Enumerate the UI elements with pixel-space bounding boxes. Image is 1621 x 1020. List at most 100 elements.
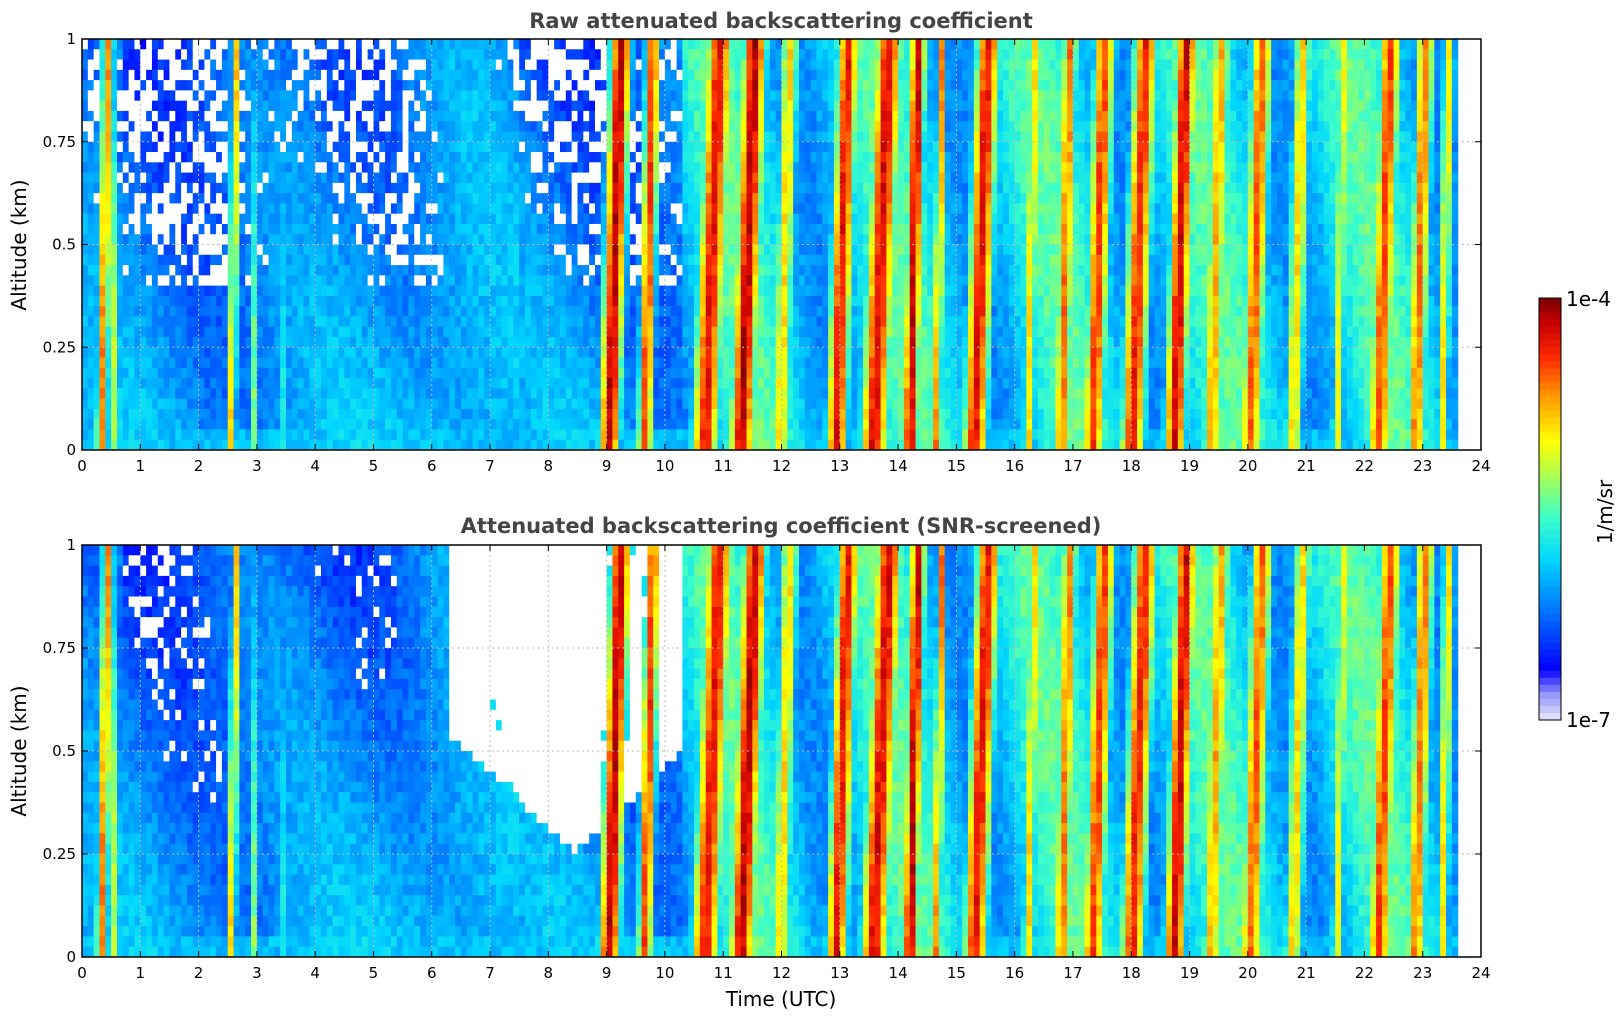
heatmap-cell	[775, 295, 783, 307]
heatmap-cell	[513, 254, 520, 266]
heatmap-cell	[659, 162, 666, 174]
heatmap-cell	[641, 193, 649, 205]
heatmap-cell	[717, 265, 724, 276]
heatmap-cell	[286, 193, 293, 205]
heatmap-cell	[664, 439, 672, 450]
heatmap-cell	[402, 39, 410, 50]
heatmap-cell	[571, 419, 579, 431]
heatmap-cell	[251, 59, 258, 71]
heatmap-cell	[449, 193, 456, 205]
heatmap-cell	[565, 419, 573, 431]
heatmap-cell	[402, 213, 410, 225]
heatmap-cell	[169, 121, 176, 133]
heatmap-cell	[571, 162, 579, 174]
heatmap-cell	[659, 131, 666, 143]
heatmap-cell	[729, 285, 736, 297]
heatmap-cell	[490, 419, 497, 431]
heatmap-cell	[670, 419, 678, 431]
heatmap-cell	[169, 59, 176, 71]
heatmap-cell	[321, 39, 328, 50]
heatmap-cell	[396, 234, 404, 246]
heatmap-cell	[490, 429, 497, 441]
heatmap-cell	[478, 295, 485, 307]
heatmap-cell	[122, 388, 130, 400]
heatmap-cell	[443, 162, 450, 174]
heatmap-cell	[455, 295, 462, 307]
heatmap-cell	[163, 388, 171, 400]
heatmap-cell	[111, 69, 118, 81]
heatmap-cell	[571, 336, 579, 348]
heatmap-cell	[484, 80, 491, 91]
heatmap-cell	[624, 223, 631, 235]
heatmap-cell	[490, 388, 497, 400]
heatmap-cell	[169, 326, 176, 338]
heatmap-cell	[262, 388, 270, 400]
heatmap-cell	[659, 90, 666, 102]
heatmap-cell	[111, 367, 118, 379]
heatmap-cell	[105, 141, 112, 153]
heatmap-cell	[367, 408, 375, 420]
heatmap-cell	[169, 265, 176, 276]
heatmap-cell	[297, 419, 305, 431]
heatmap-cell	[577, 254, 584, 266]
heatmap-cell	[116, 439, 124, 450]
heatmap-cell	[618, 121, 625, 133]
heatmap-cell	[682, 306, 689, 318]
heatmap-cell	[746, 357, 753, 369]
heatmap-cell	[443, 378, 450, 389]
heatmap-cell	[157, 121, 165, 133]
heatmap-cell	[321, 408, 328, 420]
heatmap-cell	[455, 306, 462, 318]
heatmap-cell	[717, 285, 724, 297]
heatmap-cell	[659, 182, 666, 194]
heatmap-cell	[705, 295, 713, 307]
heatmap-cell	[367, 316, 375, 328]
heatmap-cell	[781, 295, 788, 307]
heatmap-cell	[210, 285, 217, 297]
heatmap-cell	[664, 336, 672, 348]
heatmap-cell	[82, 265, 89, 276]
heatmap-cell	[798, 39, 806, 50]
heatmap-cell	[361, 162, 369, 174]
heatmap-cell	[309, 234, 316, 246]
heatmap-cell	[612, 429, 619, 441]
heatmap-cell	[420, 326, 427, 338]
heatmap-cell	[530, 223, 538, 235]
heatmap-cell	[303, 162, 310, 174]
heatmap-cell	[676, 223, 684, 235]
heatmap-cell	[396, 141, 404, 153]
heatmap-cell	[431, 357, 439, 369]
heatmap-cell	[746, 131, 753, 143]
heatmap-cell	[717, 193, 724, 205]
heatmap-cell	[507, 131, 514, 143]
heatmap-cell	[682, 398, 689, 410]
heatmap-cell	[659, 429, 666, 441]
heatmap-cell	[641, 59, 649, 71]
heatmap-cell	[629, 326, 637, 338]
heatmap-cell	[111, 244, 118, 256]
heatmap-cell	[402, 367, 410, 379]
heatmap-cell	[420, 152, 427, 163]
heatmap-cell	[548, 234, 555, 246]
heatmap-cell	[251, 152, 258, 163]
heatmap-cell	[425, 131, 433, 143]
heatmap-cell	[309, 80, 316, 91]
heatmap-cell	[484, 59, 491, 71]
heatmap-cell	[460, 182, 468, 194]
heatmap-cell	[367, 429, 375, 441]
heatmap-cell	[653, 69, 660, 81]
heatmap-cell	[798, 316, 806, 328]
heatmap-cell	[618, 203, 625, 215]
heatmap-cell	[169, 162, 176, 174]
heatmap-cell	[175, 326, 182, 338]
heatmap-cell	[297, 223, 305, 235]
heatmap-cell	[542, 59, 549, 71]
heatmap-cell	[151, 336, 159, 348]
heatmap-cell	[338, 265, 345, 276]
heatmap-cell	[606, 398, 614, 410]
heatmap-cell	[484, 141, 491, 153]
heatmap-cell	[530, 121, 538, 133]
heatmap-cell	[676, 193, 684, 205]
heatmap-cell	[793, 59, 800, 71]
heatmap-cell	[385, 295, 392, 307]
